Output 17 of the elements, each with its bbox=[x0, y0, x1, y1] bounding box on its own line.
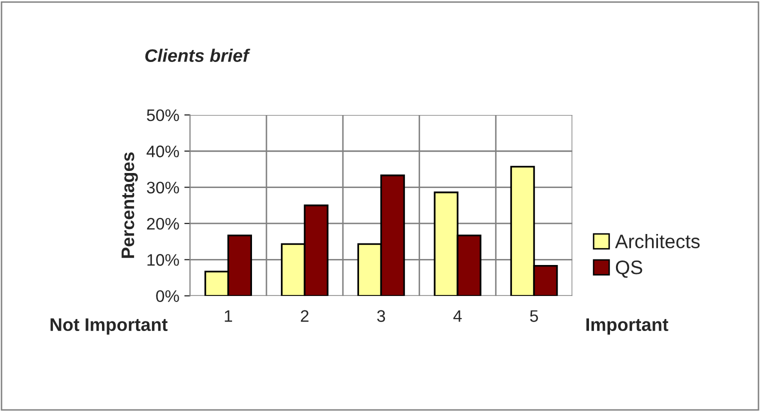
chart-title: Clients brief bbox=[145, 48, 250, 62]
text: Not Important bbox=[50, 318, 168, 335]
x-tick-label: 2 bbox=[300, 310, 308, 322]
legend-label: Architects bbox=[615, 234, 700, 248]
y-axis-title: Percentages bbox=[122, 152, 138, 258]
x-tick-label: 1 bbox=[224, 310, 232, 322]
x-tick-label: 5 bbox=[530, 310, 538, 322]
text: Important bbox=[586, 318, 668, 335]
y-tick-label: 30% bbox=[146, 182, 179, 194]
x-tick-label: 4 bbox=[453, 310, 462, 322]
y-tick-label: 20% bbox=[147, 218, 179, 230]
y-tick-label: 50% bbox=[146, 109, 179, 122]
y-tick-label: 0% bbox=[156, 290, 179, 302]
x-tick-label: 3 bbox=[377, 310, 386, 322]
legend-label: QS bbox=[616, 260, 642, 278]
y-tick-label: 10% bbox=[147, 254, 179, 266]
y-tick-label: 40% bbox=[146, 146, 179, 158]
